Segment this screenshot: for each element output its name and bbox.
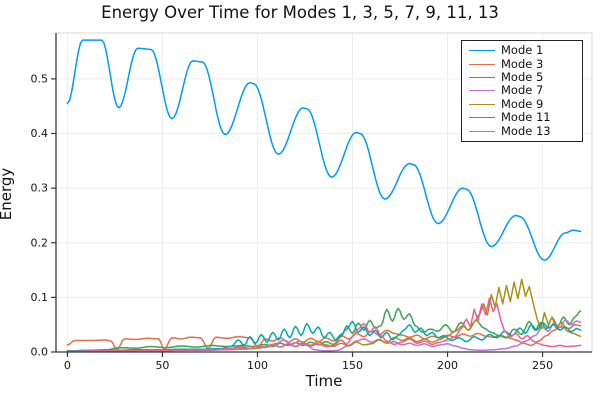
y-axis-label: Energy — [0, 167, 15, 221]
legend-item-mode-13: Mode 13 — [469, 124, 577, 137]
y-tick-label: 0.1 — [31, 291, 49, 304]
legend-item-mode-5: Mode 5 — [469, 69, 577, 84]
legend-item-mode-1: Mode 1 — [469, 44, 577, 57]
x-tick-label: 100 — [247, 359, 268, 372]
x-axis-label: Time — [305, 372, 343, 390]
x-tick-label: 150 — [342, 359, 363, 372]
legend-item-mode-9: Mode 9 — [469, 96, 577, 111]
legend-label: Mode 3 — [501, 56, 544, 71]
legend-item-mode-11: Mode 11 — [469, 111, 577, 124]
y-tick-label: 0.3 — [31, 182, 49, 195]
legend-line-swatch — [469, 76, 495, 78]
legend-line-swatch — [469, 90, 495, 92]
legend-line-swatch — [469, 103, 495, 105]
y-tick-label: 0.2 — [31, 236, 49, 249]
legend-label: Mode 9 — [501, 96, 544, 111]
legend-line-swatch — [469, 63, 495, 65]
series-line-mode-9 — [66, 278, 582, 353]
legend-item-mode-7: Mode 7 — [469, 84, 577, 97]
legend-item-mode-3: Mode 3 — [469, 57, 577, 70]
legend-line-swatch — [469, 50, 495, 52]
legend-line-swatch — [469, 130, 495, 132]
series-line-mode-1 — [66, 39, 582, 261]
y-tick-label: 0.0 — [31, 346, 49, 359]
legend-line-swatch — [469, 117, 495, 119]
x-tick-label: 250 — [532, 359, 553, 372]
x-tick-label: 50 — [155, 359, 169, 372]
legend: Mode 1 Mode 3 Mode 5 Mode 7 Mode 9 Mode 11 Mod… — [461, 40, 583, 142]
y-tick-label: 0.5 — [31, 72, 49, 85]
legend-label: Mode 7 — [501, 83, 544, 98]
x-tick-label: 200 — [437, 359, 458, 372]
series-line-mode-3 — [66, 323, 582, 351]
legend-label: Mode 11 — [501, 110, 551, 125]
legend-label: Mode 1 — [501, 43, 544, 58]
legend-label: Mode 13 — [501, 123, 551, 138]
x-tick-label: 0 — [64, 359, 71, 372]
chart-title: Energy Over Time for Modes 1, 3, 5, 7, 9… — [101, 3, 499, 22]
y-tick-label: 0.4 — [31, 127, 49, 140]
series-line-mode-13 — [66, 297, 582, 353]
legend-label: Mode 5 — [501, 69, 544, 84]
